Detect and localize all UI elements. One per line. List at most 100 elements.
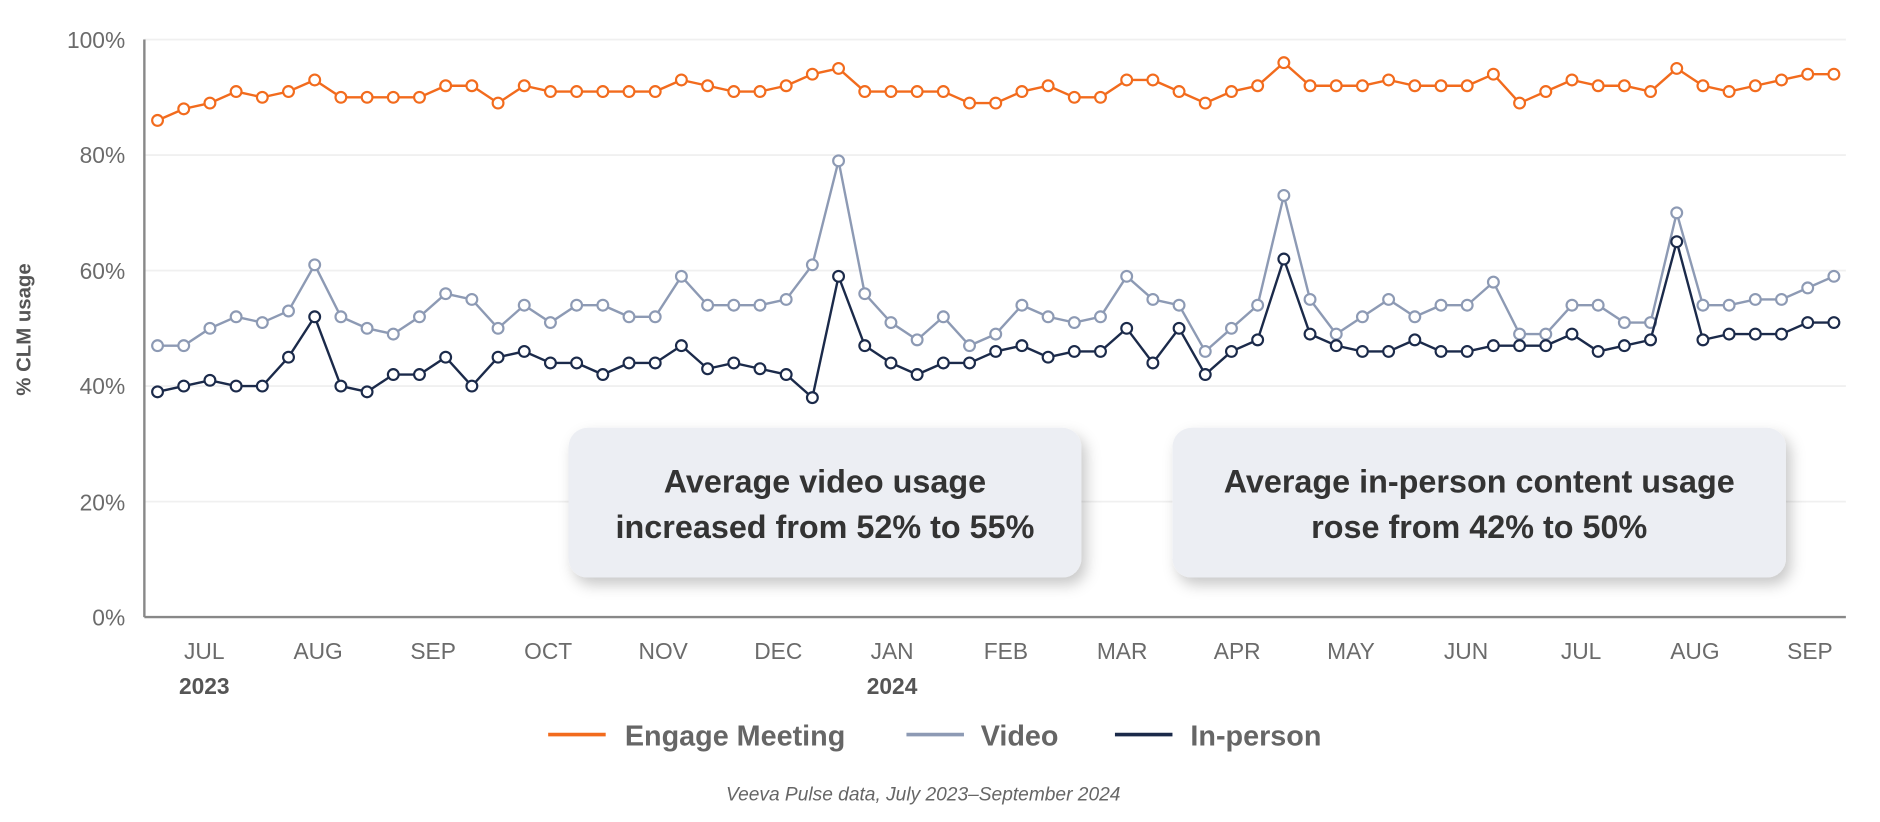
- year-label-2023: 2023: [179, 673, 230, 699]
- data-point-engage-meeting: [1094, 90, 1107, 104]
- data-point-video: [936, 310, 950, 324]
- data-point-engage-meeting: [1120, 73, 1134, 87]
- data-point-video: [1015, 298, 1029, 312]
- data-point-engage-meeting: [1172, 85, 1186, 98]
- data-point-engage-meeting: [1539, 85, 1553, 98]
- x-tick-label: APR: [1214, 638, 1261, 664]
- data-point-engage-meeting: [936, 85, 950, 98]
- data-point-in-person: [858, 339, 872, 353]
- data-point-engage-meeting: [1775, 73, 1788, 87]
- data-point-in-person: [1696, 333, 1710, 347]
- annotation-in-person: Average in-person content usage rose fro…: [1172, 427, 1786, 578]
- data-point-engage-meeting: [229, 85, 243, 98]
- data-point-video: [1172, 298, 1186, 312]
- data-point-video: [1094, 310, 1107, 324]
- data-point-in-person: [1146, 356, 1160, 370]
- data-point-in-person: [1539, 339, 1553, 353]
- data-point-in-person: [779, 368, 793, 381]
- y-tick-label: 60%: [80, 258, 126, 284]
- series-line-engage-meeting: [157, 61, 1834, 122]
- data-point-in-person: [701, 362, 715, 376]
- data-point-in-person: [753, 362, 767, 376]
- annotation-line: Average in-person content usage: [1224, 463, 1735, 499]
- data-point-engage-meeting: [1303, 79, 1317, 93]
- data-point-in-person: [1460, 344, 1474, 358]
- source-note: Veeva Pulse data, July 2023–September 20…: [726, 784, 1120, 805]
- data-point-engage-meeting: [386, 90, 400, 104]
- data-point-video: [648, 310, 662, 324]
- data-point-engage-meeting: [596, 85, 610, 98]
- data-point-video: [1067, 316, 1081, 330]
- data-point-video: [963, 339, 976, 353]
- data-point-video: [334, 310, 348, 324]
- data-point-in-person: [1827, 316, 1841, 330]
- data-point-in-person: [1251, 333, 1265, 347]
- data-point-engage-meeting: [1382, 73, 1396, 87]
- annotation-line: rose from 42% to 50%: [1311, 509, 1647, 545]
- data-point-engage-meeting: [1513, 96, 1527, 110]
- data-point-engage-meeting: [622, 85, 636, 98]
- data-point-video: [1355, 310, 1369, 324]
- data-point-in-person: [282, 350, 295, 364]
- data-point-video: [1617, 316, 1631, 330]
- data-point-in-person: [1434, 344, 1448, 358]
- data-point-video: [360, 321, 374, 335]
- data-point-engage-meeting: [334, 90, 348, 104]
- data-point-in-person: [1513, 339, 1527, 353]
- data-point-engage-meeting: [1277, 56, 1291, 70]
- y-tick-label: 0%: [92, 604, 125, 630]
- data-point-in-person: [229, 379, 243, 393]
- data-point-video: [413, 310, 426, 324]
- data-point-engage-meeting: [543, 85, 557, 98]
- data-point-video: [805, 258, 819, 272]
- data-point-in-person: [1617, 339, 1631, 353]
- data-point-in-person: [151, 385, 165, 399]
- data-point-video: [308, 258, 322, 272]
- data-point-engage-meeting: [1198, 96, 1212, 110]
- data-point-video: [439, 287, 453, 301]
- data-point-in-person: [1172, 321, 1186, 335]
- data-point-video: [1748, 292, 1762, 306]
- data-point-video: [1513, 327, 1527, 341]
- x-tick-label: DEC: [754, 638, 802, 664]
- data-point-in-person: [648, 356, 662, 370]
- data-point-engage-meeting: [308, 73, 322, 87]
- data-point-video: [1486, 275, 1500, 289]
- data-point-video: [1041, 310, 1055, 324]
- data-point-engage-meeting: [282, 85, 295, 98]
- data-point-video: [622, 310, 636, 324]
- data-point-engage-meeting: [858, 85, 872, 98]
- series-in-person: [151, 235, 1841, 405]
- data-point-video: [596, 298, 610, 312]
- x-tick-label: NOV: [639, 638, 689, 664]
- legend: Engage Meeting Video In-person: [548, 720, 1321, 752]
- data-point-video: [1120, 269, 1134, 283]
- y-tick-label: 40%: [80, 373, 126, 399]
- data-point-engage-meeting: [1408, 79, 1422, 93]
- data-point-in-person: [465, 379, 479, 393]
- data-point-in-person: [674, 339, 688, 353]
- y-tick-label: 80%: [80, 142, 126, 168]
- data-point-in-person: [570, 356, 584, 370]
- data-point-video: [1198, 344, 1212, 358]
- data-point-engage-meeting: [779, 79, 793, 93]
- data-point-engage-meeting: [1696, 79, 1710, 93]
- data-point-engage-meeting: [963, 96, 976, 110]
- data-point-video: [465, 292, 479, 306]
- x-tick-label: MAR: [1097, 638, 1148, 664]
- data-point-video: [1722, 298, 1736, 312]
- data-point-in-person: [334, 379, 348, 393]
- data-point-video: [910, 333, 924, 347]
- annotation-line: Average video usage: [664, 463, 986, 499]
- data-point-video: [1224, 321, 1238, 335]
- data-point-engage-meeting: [1670, 61, 1684, 75]
- data-point-engage-meeting: [832, 61, 846, 75]
- y-axis-title: % CLM usage: [14, 263, 36, 395]
- data-point-in-person: [203, 373, 217, 387]
- data-point-engage-meeting: [1801, 67, 1815, 81]
- y-tick-label: 100%: [67, 27, 125, 53]
- data-point-in-person: [1382, 344, 1396, 358]
- data-point-video: [386, 327, 400, 341]
- series-video: [151, 154, 1841, 358]
- data-point-video: [1827, 269, 1841, 283]
